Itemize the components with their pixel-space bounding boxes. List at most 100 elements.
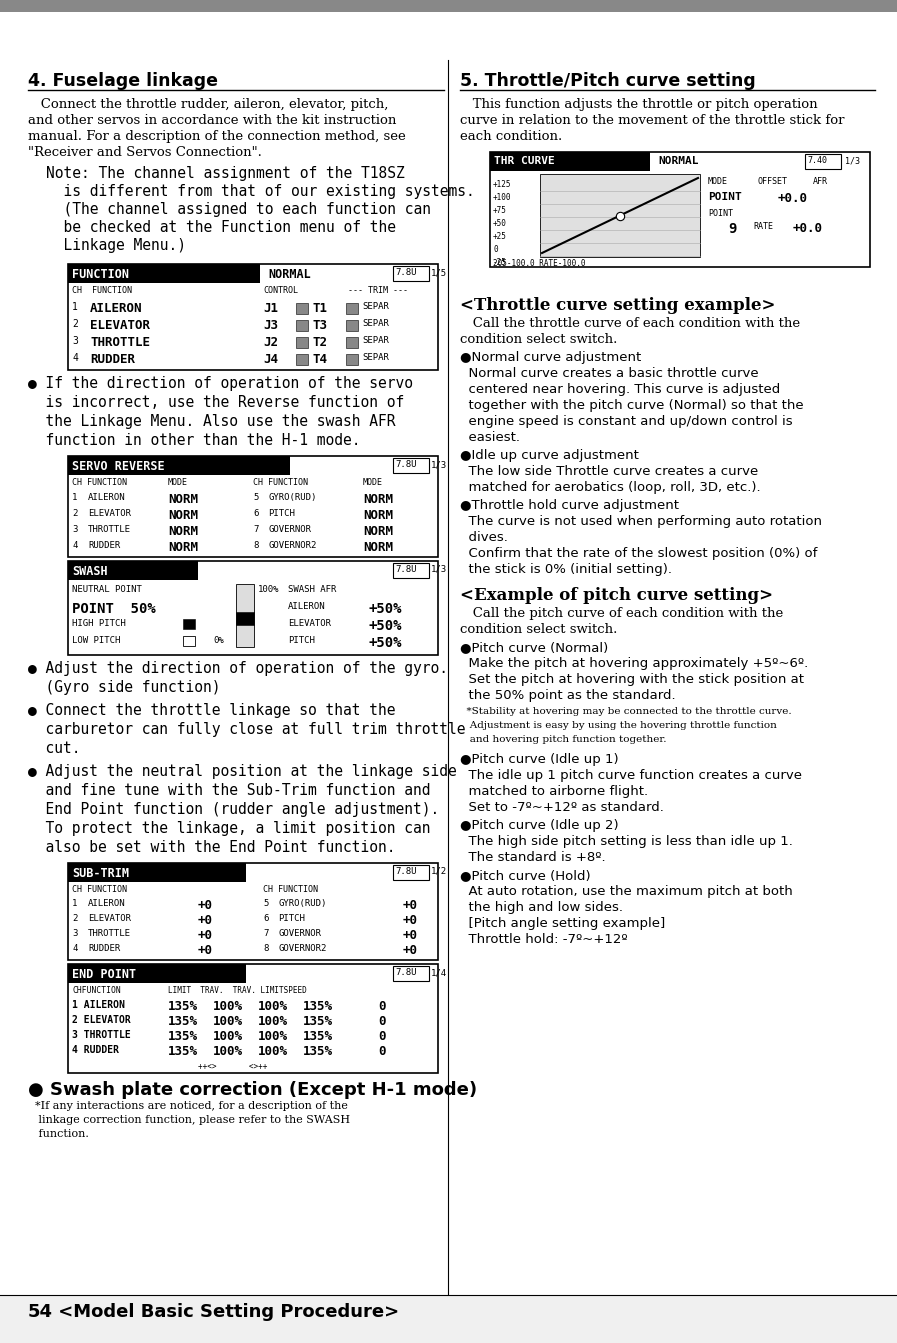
- Text: ●Pitch curve (Idle up 2): ●Pitch curve (Idle up 2): [460, 819, 619, 833]
- Text: 0: 0: [493, 244, 498, 254]
- Text: +0: +0: [198, 944, 213, 958]
- Bar: [540, 175, 700, 257]
- Text: +50%: +50%: [368, 637, 402, 650]
- Text: matched to airborne flight.: matched to airborne flight.: [460, 786, 649, 798]
- Text: 100%: 100%: [258, 1045, 288, 1058]
- Text: 1/3: 1/3: [431, 461, 447, 469]
- Text: POINT  50%: POINT 50%: [72, 602, 156, 616]
- Text: GOVERNOR2: GOVERNOR2: [278, 944, 327, 954]
- Text: ● Adjust the direction of operation of the gyro.: ● Adjust the direction of operation of t…: [28, 661, 448, 676]
- Text: 1/2: 1/2: [431, 868, 447, 876]
- Text: AILERON: AILERON: [90, 302, 143, 316]
- Bar: [183, 637, 195, 646]
- Text: LIMIT  TRAV.  TRAV. LIMITSPEED: LIMIT TRAV. TRAV. LIMITSPEED: [168, 986, 307, 995]
- Text: matched for aerobatics (loop, roll, 3D, etc.).: matched for aerobatics (loop, roll, 3D, …: [460, 481, 761, 494]
- Text: 6: 6: [253, 509, 258, 518]
- Text: 3: 3: [72, 525, 77, 535]
- Text: *If any interactions are noticed, for a description of the: *If any interactions are noticed, for a …: [28, 1101, 348, 1111]
- Text: ●Pitch curve (Hold): ●Pitch curve (Hold): [460, 869, 590, 882]
- Text: MODE: MODE: [168, 478, 188, 488]
- Text: +0.0: +0.0: [793, 222, 823, 235]
- Text: +25: +25: [493, 232, 507, 240]
- Text: MODE: MODE: [708, 177, 728, 185]
- Text: together with the pitch curve (Normal) so that the: together with the pitch curve (Normal) s…: [460, 399, 804, 412]
- Text: 3: 3: [72, 929, 77, 937]
- Text: 205-100.0 RATE-100.0: 205-100.0 RATE-100.0: [493, 259, 586, 269]
- Text: <Example of pitch curve setting>: <Example of pitch curve setting>: [460, 587, 773, 604]
- Text: SUB-TRIM: SUB-TRIM: [72, 868, 129, 880]
- Bar: [393, 563, 429, 577]
- Text: ●Normal curve adjustment: ●Normal curve adjustment: [460, 351, 641, 364]
- Text: NORM: NORM: [168, 541, 198, 555]
- Text: 7.40: 7.40: [807, 156, 827, 165]
- Text: END POINT: END POINT: [72, 968, 136, 980]
- Text: NORM: NORM: [363, 493, 393, 506]
- Text: 100%: 100%: [213, 1045, 243, 1058]
- Text: +0: +0: [403, 944, 418, 958]
- Text: is different from that of our existing systems.: is different from that of our existing s…: [46, 184, 475, 199]
- Bar: [346, 355, 358, 365]
- Text: The idle up 1 pitch curve function creates a curve: The idle up 1 pitch curve function creat…: [460, 770, 802, 782]
- Text: ● Connect the throttle linkage so that the: ● Connect the throttle linkage so that t…: [28, 702, 396, 719]
- Text: *Stability at hovering may be connected to the throttle curve.: *Stability at hovering may be connected …: [460, 706, 792, 716]
- Text: Linkage Menu.): Linkage Menu.): [46, 238, 186, 252]
- Bar: [68, 864, 246, 882]
- Text: 1: 1: [72, 898, 77, 908]
- Text: RUDDER: RUDDER: [90, 353, 135, 367]
- Text: SERVO REVERSE: SERVO REVERSE: [72, 461, 165, 473]
- Text: +0: +0: [198, 898, 213, 912]
- Text: ELEVATOR: ELEVATOR: [288, 619, 331, 629]
- Text: 2: 2: [72, 320, 78, 329]
- Text: 4: 4: [72, 944, 77, 954]
- Bar: [183, 619, 195, 629]
- Text: 100%: 100%: [258, 1030, 288, 1044]
- Text: CHFUNCTION: CHFUNCTION: [72, 986, 121, 995]
- Text: T1: T1: [312, 302, 327, 316]
- Text: 3: 3: [72, 336, 78, 346]
- Text: +50%: +50%: [368, 619, 402, 633]
- Text: +75: +75: [493, 205, 507, 215]
- Text: The high side pitch setting is less than idle up 1.: The high side pitch setting is less than…: [460, 835, 793, 847]
- Text: PITCH: PITCH: [278, 915, 305, 923]
- Text: and other servos in accordance with the kit instruction: and other servos in accordance with the …: [28, 114, 396, 128]
- Text: +0: +0: [403, 929, 418, 941]
- Text: 1/4: 1/4: [431, 968, 447, 976]
- Text: MODE: MODE: [363, 478, 383, 488]
- Bar: [296, 355, 308, 365]
- Text: cut.: cut.: [28, 741, 81, 756]
- Text: 1: 1: [72, 302, 78, 312]
- Text: PITCH: PITCH: [288, 637, 315, 645]
- Text: ●Pitch curve (Idle up 1): ●Pitch curve (Idle up 1): [460, 753, 619, 766]
- Text: SWASH: SWASH: [72, 565, 108, 577]
- Text: be checked at the Function menu of the: be checked at the Function menu of the: [46, 220, 396, 235]
- Text: 4. Fuselage linkage: 4. Fuselage linkage: [28, 73, 218, 90]
- Text: GOVERNOR2: GOVERNOR2: [268, 541, 317, 551]
- Text: CH FUNCTION: CH FUNCTION: [72, 478, 127, 488]
- Text: PITCH: PITCH: [268, 509, 295, 518]
- Text: SWASH AFR: SWASH AFR: [288, 586, 336, 594]
- Text: also be set with the End Point function.: also be set with the End Point function.: [28, 839, 396, 855]
- Text: 7: 7: [263, 929, 268, 937]
- Text: and hovering pitch function together.: and hovering pitch function together.: [460, 735, 666, 744]
- Bar: [68, 561, 197, 580]
- Text: (Gyro side function): (Gyro side function): [28, 680, 221, 694]
- Text: This function adjusts the throttle or pitch operation: This function adjusts the throttle or pi…: [460, 98, 818, 111]
- Text: ELEVATOR: ELEVATOR: [88, 915, 131, 923]
- Text: THROTTLE: THROTTLE: [90, 336, 150, 349]
- Text: 100%: 100%: [258, 1001, 288, 1013]
- Text: 54: 54: [28, 1303, 53, 1322]
- Bar: [346, 304, 358, 314]
- Text: 100%: 100%: [213, 1015, 243, 1027]
- Text: ●Pitch curve (Normal): ●Pitch curve (Normal): [460, 641, 608, 654]
- Bar: [0, 0, 897, 12]
- Text: carburetor can fully close at full trim throttle: carburetor can fully close at full trim …: [28, 723, 466, 737]
- Text: CH FUNCTION: CH FUNCTION: [263, 885, 318, 894]
- Bar: [68, 864, 438, 960]
- Text: SEPAR: SEPAR: [362, 336, 389, 345]
- Text: ++<>       <>++: ++<> <>++: [198, 1062, 267, 1070]
- Bar: [393, 865, 429, 880]
- Text: GOVERNOR: GOVERNOR: [268, 525, 311, 535]
- Text: At auto rotation, use the maximum pitch at both: At auto rotation, use the maximum pitch …: [460, 885, 793, 898]
- Text: the high and low sides.: the high and low sides.: [460, 901, 623, 915]
- Text: 100%: 100%: [258, 1015, 288, 1027]
